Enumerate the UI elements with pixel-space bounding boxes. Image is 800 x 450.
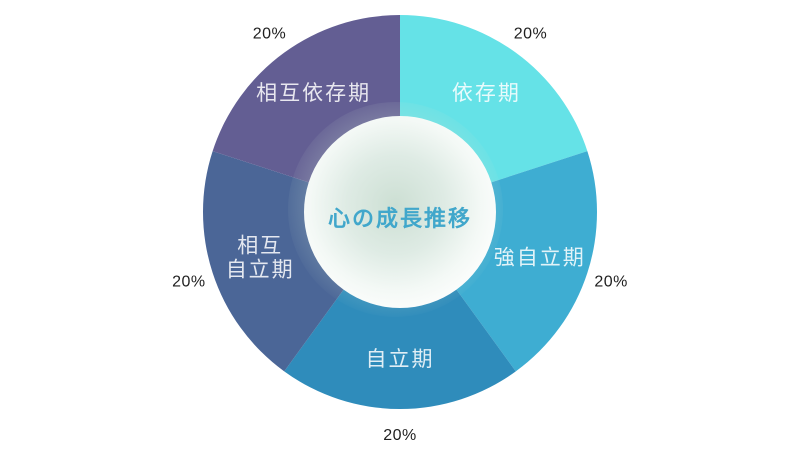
percent-label: 20% bbox=[594, 274, 628, 291]
percent-label: 20% bbox=[383, 427, 417, 444]
percent-label: 20% bbox=[172, 274, 206, 291]
segment-label: 自立期 bbox=[366, 348, 435, 371]
pie-segment-自立期 bbox=[284, 289, 516, 410]
segment-label: 強自立期 bbox=[494, 246, 586, 269]
segment-label: 依存期 bbox=[452, 82, 521, 105]
percent-label: 20% bbox=[253, 25, 287, 42]
segment-label: 相互自立期 bbox=[226, 234, 295, 281]
segment-label: 相互依存期 bbox=[256, 82, 371, 105]
percent-label: 20% bbox=[514, 25, 548, 42]
chart-title: 心の成長推移 bbox=[327, 206, 472, 231]
pie-segment-相互依存期 bbox=[212, 15, 400, 183]
pie-segment-依存期 bbox=[400, 15, 588, 183]
